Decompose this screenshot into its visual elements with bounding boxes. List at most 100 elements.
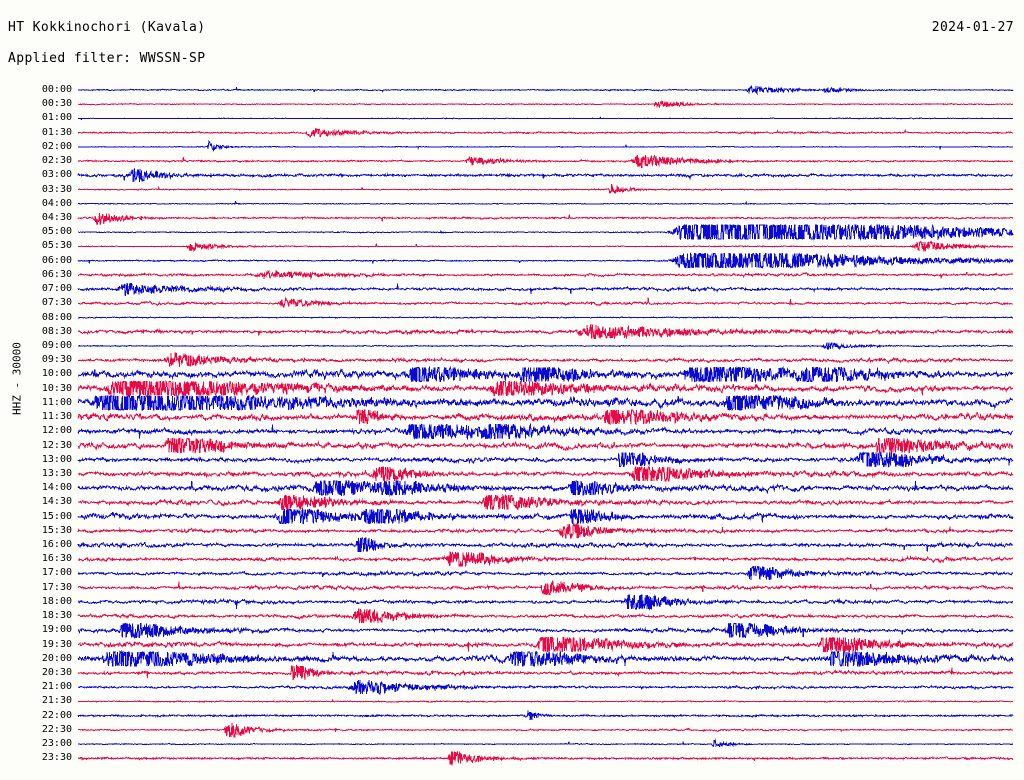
time-label: 10:30 [41,382,72,394]
trace-row [77,223,1014,241]
trace-row [77,579,1014,596]
trace-row [77,365,1014,384]
time-label: 10:00 [41,368,72,380]
trace-row [77,480,1014,497]
trace-row [77,240,1014,253]
trace-row [77,269,1014,280]
time-label: 15:30 [41,524,72,536]
trace-row [77,437,1014,455]
trace-row [77,140,1014,152]
trace-row [77,184,1014,195]
trace-row [77,85,1014,95]
time-label: 14:00 [41,482,72,494]
time-label: 19:00 [41,624,72,636]
time-label: 08:30 [41,325,72,337]
time-label: 06:30 [41,268,72,280]
time-label: 02:30 [41,155,72,167]
trace-row [77,451,1014,469]
time-label: 01:00 [41,112,72,124]
trace-row [77,594,1014,611]
trace-row [77,650,1014,667]
time-label: 13:30 [41,467,72,479]
time-label: 23:30 [41,752,72,764]
time-label: 08:00 [41,311,72,323]
trace-row [77,316,1014,319]
trace-row [77,379,1014,397]
time-label: 23:00 [41,738,72,750]
trace-row [77,409,1014,425]
trace-row [77,722,1014,738]
time-label: 12:00 [41,425,72,437]
time-label: 18:00 [41,595,72,607]
time-label: 17:30 [41,581,72,593]
time-label: 09:30 [41,354,72,366]
time-label: 04:00 [41,197,72,209]
trace-row [77,168,1014,183]
trace-row [77,698,1014,703]
time-label: 07:30 [41,297,72,309]
trace-row [77,100,1014,109]
trace-row [78,565,1014,580]
time-label: 05:00 [41,226,72,238]
trace-row [77,342,1014,351]
time-label: 06:00 [41,254,72,266]
trace-row [77,251,1014,270]
trace-row [77,393,1014,411]
trace-row [77,523,1014,540]
time-label: 19:30 [41,638,72,650]
trace-row [77,352,1014,368]
trace-row [77,296,1014,308]
trace-row [77,324,1014,340]
page-title: HT Kokkinochori (Kavala) [8,20,206,35]
trace-row [77,751,1014,766]
time-label: 09:00 [41,339,72,351]
trace-row [78,622,1014,639]
trace-row [77,116,1014,121]
time-label: 22:00 [41,709,72,721]
time-label: 04:30 [41,211,72,223]
time-label: 21:30 [41,695,72,707]
trace-row [77,636,1014,653]
time-label: 11:00 [41,396,72,408]
trace-row [77,608,1014,624]
time-label: 11:30 [41,411,72,423]
time-label: 17:00 [41,567,72,579]
time-label: 00:30 [41,98,72,110]
trace-row [77,282,1014,296]
time-label: 02:00 [41,140,72,152]
time-label: 15:00 [41,510,72,522]
time-label: 03:00 [41,169,72,181]
time-label: 16:30 [41,553,72,565]
trace-row [77,465,1014,482]
applied-filter-label: Applied filter: WWSSN-SP [8,51,206,66]
time-label: 14:30 [41,496,72,508]
trace-row [77,423,1014,441]
trace-row [77,710,1014,720]
trace-row [77,507,1014,525]
time-label: 01:30 [41,126,72,138]
trace-row [77,154,1014,169]
trace-row [78,201,1014,205]
trace-row [77,680,1014,695]
time-label: 21:00 [41,681,72,693]
trace-row [77,537,1014,553]
record-date: 2024-01-27 [931,20,1014,35]
time-label: 16:00 [41,539,72,551]
time-label: 18:30 [41,610,72,622]
time-label: 22:30 [41,723,72,735]
time-label: 12:30 [41,439,72,451]
trace-row [77,493,1014,511]
time-label: 13:00 [41,453,72,465]
trace-row [77,128,1014,138]
trace-row [77,550,1014,567]
time-label: 20:00 [41,652,72,664]
trace-row [77,738,1014,748]
time-label: 05:30 [41,240,72,252]
time-label: 03:30 [41,183,72,195]
time-label: 07:00 [41,283,72,295]
trace-row [77,664,1014,681]
time-label: 20:30 [41,667,72,679]
